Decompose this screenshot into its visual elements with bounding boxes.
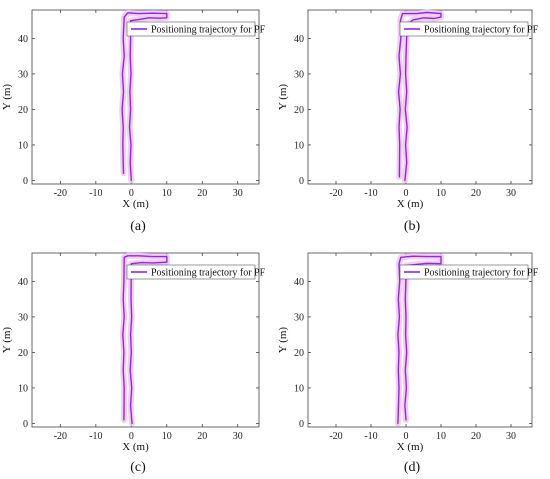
legend-box xyxy=(126,21,256,37)
trajectory-halo xyxy=(395,9,444,184)
chart-panel-3: -20 -10 0 10 20 30 0 10 20 30 40 X (m) Y (m) Position… xyxy=(277,252,539,475)
y-tick-label: 40 xyxy=(18,277,28,288)
trajectory-line xyxy=(122,255,168,425)
y-tick-label: 20 xyxy=(18,348,28,359)
x-axis-label: X (m) xyxy=(122,441,149,453)
y-tick-label: 40 xyxy=(294,277,304,288)
y-tick-label: 10 xyxy=(18,140,28,151)
x-tick-label: 0 xyxy=(129,188,134,199)
panel-caption: (a) xyxy=(130,219,146,234)
x-tick-label: 20 xyxy=(471,431,481,442)
axes-frame xyxy=(31,9,260,185)
axes-frame xyxy=(307,9,533,185)
x-tick-label: 30 xyxy=(233,431,243,442)
panel-caption: (b) xyxy=(404,219,421,234)
trajectory-line xyxy=(121,12,168,182)
panel-caption: (c) xyxy=(130,460,146,475)
legend-label: Positioning trajectory for PF xyxy=(424,25,539,36)
legend-box xyxy=(126,264,256,280)
y-tick-label: 20 xyxy=(294,348,304,359)
y-tick-label: 20 xyxy=(18,105,28,116)
legend-box xyxy=(399,264,529,280)
x-axis-label: X (m) xyxy=(122,198,149,210)
y-tick-label: 0 xyxy=(23,176,28,187)
y-tick-label: 20 xyxy=(294,105,304,116)
x-axis-label: X (m) xyxy=(397,198,424,210)
axes-frame xyxy=(31,252,260,428)
x-tick-label: 10 xyxy=(162,431,172,442)
x-tick-label: 10 xyxy=(436,188,446,199)
x-tick-label: 0 xyxy=(129,431,134,442)
y-tick-label: 0 xyxy=(299,176,304,187)
x-tick-label: -20 xyxy=(329,188,342,199)
y-axis-label: Y (m) xyxy=(1,327,13,354)
y-tick-label: 10 xyxy=(294,383,304,394)
trajectory-halo xyxy=(394,253,444,427)
x-tick-label: 0 xyxy=(404,431,409,442)
legend-label: Positioning trajectory for PF xyxy=(151,25,266,36)
x-tick-label: 20 xyxy=(197,431,207,442)
y-axis-label: Y (m) xyxy=(277,84,289,111)
x-tick-label: -10 xyxy=(364,431,377,442)
legend-box xyxy=(399,21,529,37)
x-tick-label: 10 xyxy=(436,431,446,442)
x-tick-label: 20 xyxy=(197,188,207,199)
y-tick-label: 0 xyxy=(23,419,28,430)
x-tick-label: -20 xyxy=(54,431,67,442)
y-tick-label: 30 xyxy=(18,312,28,323)
x-tick-label: 30 xyxy=(506,188,516,199)
legend-label: Positioning trajectory for PF xyxy=(151,268,266,279)
trajectory-line xyxy=(397,11,442,182)
y-tick-label: 10 xyxy=(18,383,28,394)
legend: Positioning trajectory for PF xyxy=(399,264,539,280)
x-tick-label: -10 xyxy=(89,188,102,199)
axes-frame xyxy=(307,252,533,428)
panel-caption: (d) xyxy=(404,460,421,475)
x-tick-label: 30 xyxy=(233,188,243,199)
x-tick-label: -20 xyxy=(329,431,342,442)
x-tick-label: 20 xyxy=(471,188,481,199)
y-tick-label: 0 xyxy=(299,419,304,430)
y-tick-label: 30 xyxy=(294,312,304,323)
y-tick-label: 30 xyxy=(18,69,28,80)
x-tick-label: 10 xyxy=(162,188,172,199)
legend: Positioning trajectory for PF xyxy=(126,264,266,280)
trajectory-line xyxy=(397,255,442,425)
y-tick-label: 40 xyxy=(294,34,304,45)
y-tick-label: 40 xyxy=(18,34,28,45)
x-tick-label: 0 xyxy=(404,188,409,199)
x-tick-label: -20 xyxy=(54,188,67,199)
y-axis-label: Y (m) xyxy=(1,84,13,111)
legend: Positioning trajectory for PF xyxy=(399,21,539,37)
trajectory-halo xyxy=(119,9,170,184)
y-tick-label: 10 xyxy=(294,140,304,151)
y-axis-label: Y (m) xyxy=(277,327,289,354)
x-tick-label: 30 xyxy=(506,431,516,442)
chart-panel-0: -20 -10 0 10 20 30 0 10 20 30 40 X (m) Y (m) Position… xyxy=(1,9,266,234)
x-axis-label: X (m) xyxy=(397,441,424,453)
legend-label: Positioning trajectory for PF xyxy=(424,268,539,279)
chart-panel-1: -20 -10 0 10 20 30 0 10 20 30 40 X (m) Y (m) Position… xyxy=(277,9,539,234)
trajectory-halo xyxy=(119,252,170,427)
y-tick-label: 30 xyxy=(294,69,304,80)
legend: Positioning trajectory for PF xyxy=(126,21,266,37)
x-tick-label: -10 xyxy=(364,188,377,199)
chart-panel-2: -20 -10 0 10 20 30 0 10 20 30 40 X (m) Y (m) Position… xyxy=(1,252,266,475)
x-tick-label: -10 xyxy=(89,431,102,442)
